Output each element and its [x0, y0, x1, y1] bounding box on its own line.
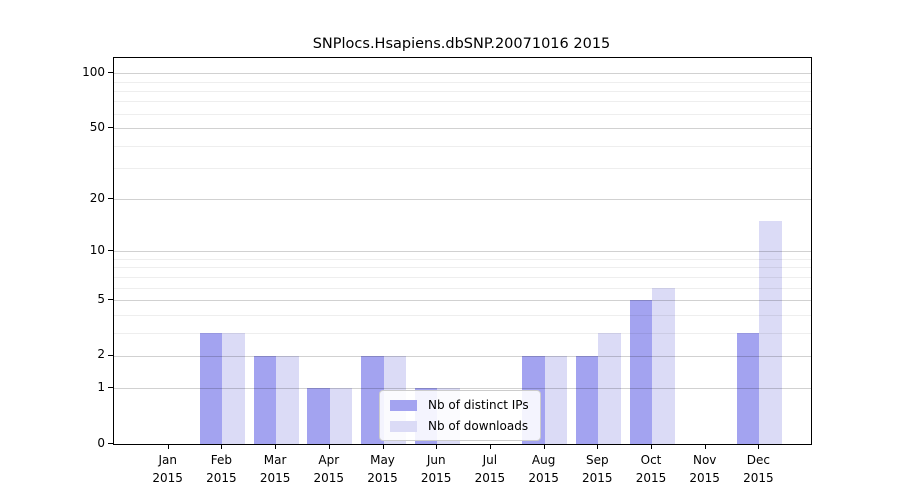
bar-distinct-ips — [307, 388, 330, 444]
gridline-minor — [114, 81, 811, 83]
x-axis-tick — [597, 444, 599, 449]
x-axis-tick — [651, 444, 652, 449]
gridline-minor — [114, 145, 811, 147]
y-axis-tick — [108, 443, 113, 444]
x-tick-label: Nov 2015 — [689, 453, 720, 485]
bar-distinct-ips — [199, 332, 223, 444]
gridline-minor — [114, 287, 811, 289]
x-tick-label: Jul 2015 — [474, 453, 506, 485]
legend-item-distinct-ips: Nb of distinct IPs — [390, 398, 529, 412]
bar-downloads — [759, 221, 782, 444]
gridline-minor — [114, 113, 811, 115]
bar-downloads — [544, 355, 568, 444]
gridline-minor — [114, 90, 811, 92]
y-tick-label: 5 — [97, 291, 105, 306]
x-axis-tick — [543, 444, 545, 449]
legend-label: Nb of distinct IPs — [428, 398, 529, 412]
gridline-major — [114, 199, 811, 201]
x-tick-label: Aug 2015 — [528, 453, 559, 485]
legend-item-downloads: Nb of downloads — [390, 419, 529, 433]
gridline-major — [114, 251, 811, 253]
y-axis-tick — [108, 299, 113, 301]
gridline-minor — [114, 267, 811, 269]
gridline-major — [114, 73, 811, 75]
x-axis-tick — [758, 444, 760, 449]
x-tick-label: Mar 2015 — [259, 453, 291, 485]
x-tick-label: Apr 2015 — [313, 453, 345, 485]
bar-downloads — [652, 287, 675, 444]
bar-downloads — [598, 332, 621, 444]
y-tick-label: 0 — [97, 435, 105, 450]
x-axis-tick — [436, 444, 438, 449]
plot-area — [113, 57, 812, 445]
x-axis-tick — [221, 444, 223, 449]
x-axis-tick — [704, 444, 706, 449]
legend: Nb of distinct IPs Nb of downloads — [379, 390, 541, 441]
x-tick-label: Feb 2015 — [206, 453, 237, 485]
gridline-major — [114, 128, 811, 130]
x-axis-tick — [328, 444, 330, 449]
y-tick-label: 1 — [97, 379, 105, 394]
gridline-minor — [114, 168, 811, 170]
x-axis-tick — [489, 444, 491, 449]
y-tick-label: 20 — [89, 190, 105, 205]
y-tick-label: 10 — [89, 242, 105, 257]
bar-distinct-ips — [253, 355, 277, 444]
x-tick-label: Oct 2015 — [635, 453, 667, 485]
bar-downloads — [222, 332, 245, 444]
y-tick-label: 2 — [97, 347, 105, 362]
bar-distinct-ips — [361, 355, 384, 444]
gridline-minor — [114, 314, 811, 316]
x-axis-tick — [275, 444, 277, 449]
x-tick-label: Jun 2015 — [420, 453, 452, 485]
y-axis-tick — [108, 198, 113, 200]
x-tick-label: Jan 2015 — [152, 453, 183, 485]
y-tick-label: 100 — [82, 64, 105, 79]
bar-distinct-ips — [575, 355, 599, 444]
chart-title: SNPlocs.Hsapiens.dbSNP.20071016 2015 — [312, 36, 611, 52]
gridline-minor — [114, 332, 811, 334]
gridline-major — [114, 355, 811, 357]
gridline-minor — [114, 276, 811, 278]
legend-label: Nb of downloads — [428, 419, 529, 433]
y-axis-tick — [108, 127, 113, 129]
distinct-ips-swatch — [390, 399, 417, 411]
x-tick-label: Dec 2015 — [743, 453, 774, 485]
downloads-swatch — [390, 420, 417, 432]
bar-distinct-ips — [736, 332, 760, 444]
x-axis-tick — [382, 444, 384, 449]
y-tick-label: 50 — [89, 119, 105, 134]
gridline-minor — [114, 101, 811, 103]
y-axis-tick — [108, 250, 113, 252]
bar-downloads — [329, 388, 353, 444]
gridline-minor — [114, 258, 811, 260]
x-tick-label: May 2015 — [367, 453, 398, 485]
y-axis-tick — [108, 72, 113, 74]
y-axis-tick — [108, 387, 113, 389]
x-axis-tick — [167, 444, 169, 449]
gridline-major — [114, 300, 811, 302]
y-axis-tick — [108, 354, 113, 356]
x-tick-label: Sep 2015 — [582, 453, 613, 485]
bar-distinct-ips — [629, 300, 652, 444]
gridline-major — [114, 388, 811, 390]
bar-downloads — [276, 355, 299, 444]
